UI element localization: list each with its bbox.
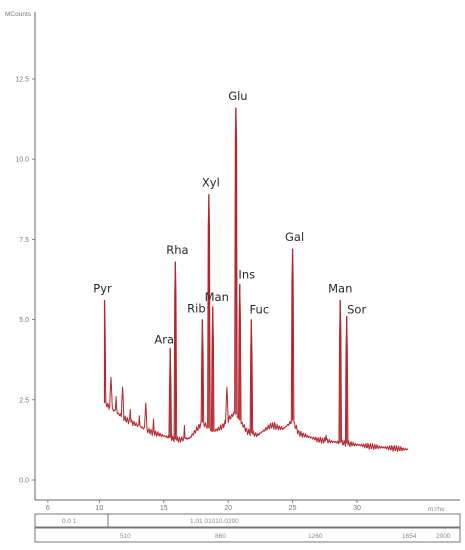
peak-lines [103, 107, 348, 444]
table-cell-5: 1260 [308, 533, 323, 540]
table-cell-6: 1654 [402, 533, 417, 540]
x-tick-label: 10 [95, 505, 103, 512]
peak-label-fuc: Fuc [250, 303, 270, 317]
chromatogram-trace [104, 107, 409, 453]
y-tick-label: 2.5 [19, 397, 29, 404]
y-tick-label: 0.0 [19, 478, 29, 485]
peak-label-glu: Glu [228, 89, 247, 103]
y-tick-label: 7.5 [19, 237, 29, 244]
peak-labels: Pyr Ara Rha Rib Xyl Man Glu Ins Fuc Gal Man Sor [93, 89, 366, 347]
x-tick-label: 15 [160, 505, 168, 512]
y-tick-label: 12.5 [15, 77, 29, 84]
peak-label-pyr: Pyr [93, 281, 112, 295]
table-row-2 [34, 527, 461, 543]
x-tick-label: 30 [353, 505, 361, 512]
peak-label-ins: Ins [238, 267, 255, 281]
peak-label-man: Man [205, 290, 229, 304]
peak-label-xyl: Xyl [202, 175, 220, 189]
peak-label-rha: Rha [166, 243, 188, 257]
table-corner-label: m:rhs [428, 506, 445, 513]
peak-label-rib: Rib [187, 302, 206, 316]
peak-label-gal: Gal [285, 230, 304, 244]
y-tick-label: 10.0 [15, 157, 29, 164]
table-cell-1: 0.0 1 [62, 518, 77, 525]
peak-label-sor: Sor [347, 302, 366, 316]
peak-label-ara: Ara [154, 332, 174, 346]
table-cell-4: 860 [215, 533, 226, 540]
table-cell-2: 1.01 01010.0200 [190, 518, 239, 525]
peak-label-man: Man [328, 281, 352, 295]
x-tick-label: 6 [46, 505, 50, 512]
table-row-1 [34, 513, 461, 528]
y-axis-label: MCounts [5, 11, 32, 18]
bottom-info-table: 0.0 1 1.01 01010.0200 510 860 1260 1654 … [34, 506, 461, 543]
x-tick-label: 20 [224, 505, 232, 512]
y-ticks: 0.0 2.5 5.0 7.5 10.0 12.5 [15, 77, 35, 485]
x-tick-label: 25 [289, 505, 297, 512]
y-tick-label: 5.0 [19, 317, 29, 324]
x-ticks: 6 10 15 20 25 30 [46, 500, 361, 512]
table-cell-7: 2000 [436, 533, 451, 540]
table-cell-3: 510 [120, 533, 131, 540]
